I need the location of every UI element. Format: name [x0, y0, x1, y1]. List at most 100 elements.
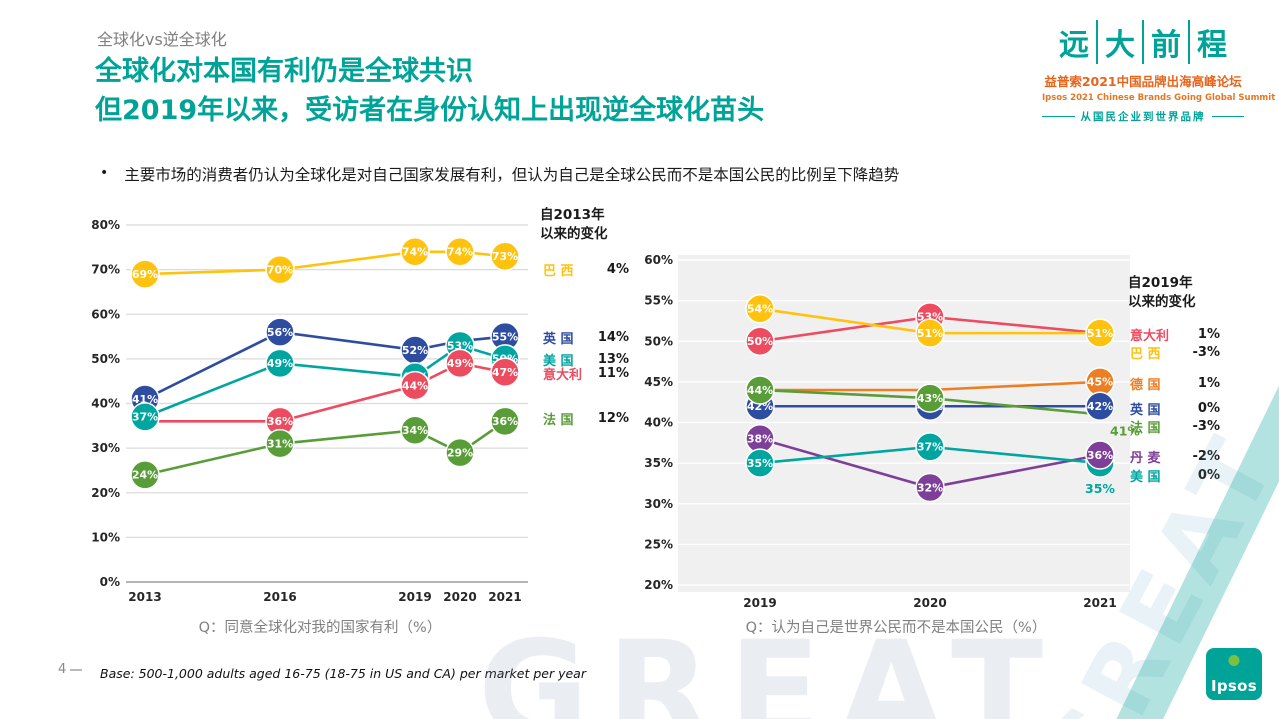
data-point-label: 49%: [447, 357, 473, 370]
legend-change-value: 11%: [597, 366, 629, 381]
y-tick-label: 25%: [644, 537, 673, 551]
brand-char: 前: [1142, 20, 1188, 64]
data-point: [400, 237, 430, 267]
x-tick-label: 2019: [743, 596, 776, 610]
data-point-label: 43%: [917, 392, 943, 405]
data-point-label: 73%: [492, 250, 518, 263]
legend-change-value: 0%: [1197, 401, 1220, 416]
data-point: [445, 237, 475, 267]
data-point: [1085, 318, 1115, 348]
legend-change-value: 14%: [597, 330, 629, 345]
data-point-label: 31%: [267, 437, 293, 450]
data-point-label: 42%: [1087, 400, 1113, 413]
y-tick-label: 30%: [644, 497, 673, 511]
legend-change-value: 1%: [1197, 376, 1220, 391]
data-point-label: 69%: [132, 268, 158, 281]
ipsos-logo-text: Ipsos: [1211, 677, 1257, 695]
legend-item: 巴 西 4%: [543, 260, 629, 279]
outside-point-label: 35%: [1085, 481, 1115, 496]
data-point-label: 50%: [747, 335, 773, 348]
data-point: [265, 317, 295, 347]
x-tick-label: 2021: [488, 590, 521, 604]
data-point-label: 42%: [747, 400, 773, 413]
key-finding-bullet: • 主要市场的消费者仍认为全球化是对自己国家发展有利，但认为自己是全球公民而不是…: [100, 163, 1130, 185]
data-point-label: 29%: [447, 446, 473, 459]
x-tick-label: 2020: [913, 596, 946, 610]
data-point: [445, 437, 475, 468]
ipsos-logo-dot-icon: [1228, 655, 1240, 666]
data-point-label: 70%: [267, 263, 293, 276]
data-point: [400, 370, 430, 401]
right-chart-question: Q：认为自己是世界公民而不是本国公民（%）: [745, 620, 1047, 636]
event-logo: 远 大 前 程 益普索2021中国品牌出海高峰论坛 Ipsos 2021 Chi…: [1042, 20, 1276, 124]
x-tick-label: 2016: [263, 590, 296, 604]
data-point: [745, 375, 775, 405]
x-tick-label: 2021: [1083, 596, 1116, 610]
data-point-label: 74%: [402, 246, 428, 259]
data-point: [445, 348, 475, 379]
y-tick-label: 10%: [91, 530, 120, 544]
data-point-label: 45%: [1087, 376, 1113, 389]
page-title: 全球化对本国有利仍是全球共识 但2019年以来，受访者在身份认知上出现逆全球化苗…: [95, 52, 764, 130]
x-tick-label: 2020: [443, 590, 476, 604]
data-point-label: 32%: [917, 481, 943, 494]
base-note: Base: 500-1,000 adults aged 16-75 (18-75…: [100, 666, 586, 681]
legend-change-value: 4%: [606, 262, 629, 277]
data-point-label: 35%: [747, 457, 773, 470]
y-tick-label: 35%: [644, 456, 673, 470]
data-point-label: 53%: [447, 339, 473, 352]
y-tick-label: 20%: [644, 578, 673, 592]
bullet-marker-icon: •: [100, 165, 109, 181]
legend-change-value: 1%: [1197, 327, 1220, 342]
data-point: [745, 448, 775, 478]
legend-item: 美 国 13%: [543, 350, 629, 369]
y-tick-label: 40%: [91, 397, 120, 411]
data-point-label: 47%: [492, 366, 518, 379]
y-tick-label: 55%: [644, 294, 673, 308]
legend-item: 法 国 12%: [543, 409, 629, 428]
y-tick-label: 50%: [91, 352, 120, 366]
left-chart-question: Q：同意全球化对我的国家有利（%）: [198, 620, 442, 636]
data-point-label: 51%: [917, 327, 943, 340]
event-name-en: Ipsos 2021 Chinese Brands Going Global S…: [1042, 93, 1276, 103]
section-kicker: 全球化vs逆全球化: [97, 30, 227, 49]
data-point-label: 37%: [132, 411, 158, 424]
data-point: [745, 326, 775, 356]
brand-char: 大: [1096, 20, 1142, 64]
page-title-line1: 全球化对本国有利仍是全球共识: [95, 56, 473, 87]
data-point: [490, 406, 520, 437]
data-point-label: 36%: [492, 415, 518, 428]
data-point-label: 55%: [492, 330, 518, 343]
y-tick-label: 45%: [644, 375, 673, 389]
brand-wordmark: 远 大 前 程: [1042, 20, 1244, 64]
brand-char: 远: [1059, 28, 1089, 63]
data-point-label: 36%: [1087, 449, 1113, 462]
data-point: [915, 318, 945, 348]
data-point: [745, 294, 775, 324]
data-point: [265, 348, 295, 379]
data-point-label: 54%: [747, 303, 773, 316]
data-point-label: 52%: [402, 344, 428, 357]
data-point-label: 24%: [132, 469, 158, 482]
data-point: [915, 472, 945, 503]
y-tick-label: 30%: [91, 441, 120, 455]
data-point: [490, 357, 520, 388]
legend-change-value: 13%: [597, 352, 629, 367]
event-tagline: 从国民企业到世界品牌: [1042, 109, 1244, 124]
data-point: [265, 254, 295, 285]
data-point-label: 56%: [267, 326, 293, 339]
legend-item: 意大利 11%: [543, 364, 629, 383]
legend-title: 自2013年 以来的变化: [540, 207, 608, 242]
legend-change-value: 0%: [1197, 468, 1220, 483]
page-number-value: 4: [58, 662, 67, 677]
data-point-label: 34%: [402, 424, 428, 437]
y-tick-label: 60%: [644, 253, 673, 267]
legend-change-value: -2%: [1192, 449, 1220, 464]
page-number: 4: [58, 662, 83, 677]
legend-item: 英 国 14%: [543, 328, 629, 347]
data-point: [400, 415, 430, 446]
data-point-label: 38%: [747, 433, 773, 446]
data-point-label: 44%: [402, 379, 428, 392]
data-point: [130, 460, 160, 490]
